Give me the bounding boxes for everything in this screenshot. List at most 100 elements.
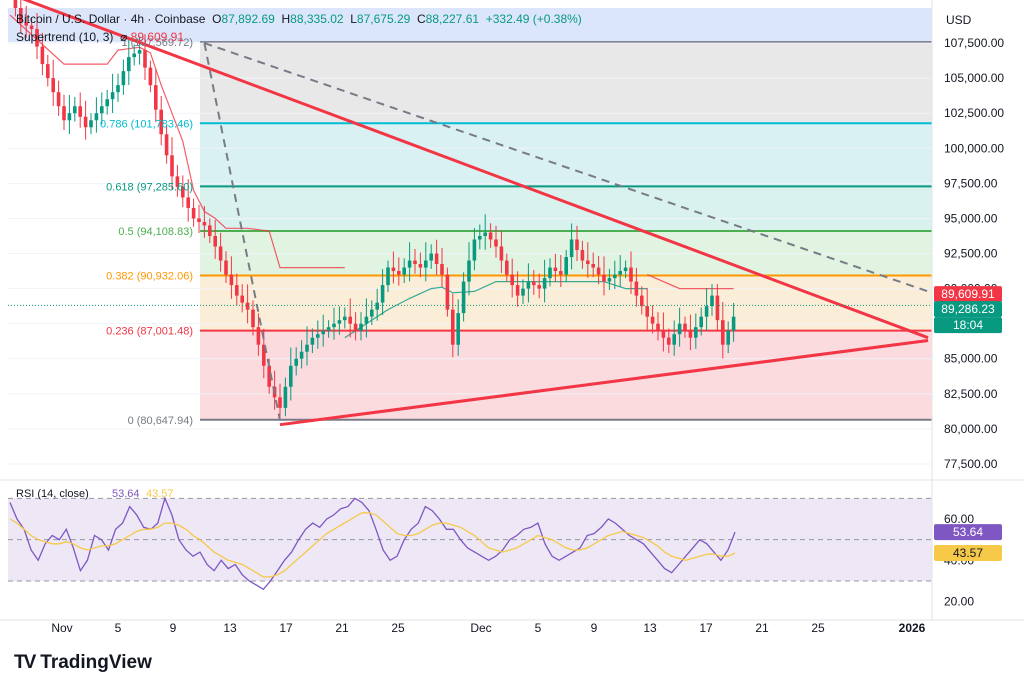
fib-label-1: 1 (107,569.72): [121, 37, 193, 49]
upper-zone: [8, 8, 932, 43]
candle-body: [434, 253, 439, 265]
candle-body: [251, 309, 255, 328]
candle-body: [472, 239, 477, 261]
trendline-descending: [21, 0, 929, 340]
close-value: 88,227.61: [425, 12, 480, 26]
rsi-badge-bg: [934, 524, 1002, 541]
candle-body: [494, 239, 498, 247]
supertrend-indicator: [9, 14, 734, 339]
candle-body: [688, 330, 693, 338]
grid: [8, 42, 932, 465]
candle-body: [245, 302, 250, 310]
symbol-legend[interactable]: Bitcoin / U.S. Dollar · 4h · Coinbase O8…: [16, 12, 582, 26]
countdown-badge: 18:04: [953, 318, 983, 332]
time-tick-label: Nov: [51, 621, 72, 635]
currency-label[interactable]: USD: [946, 13, 972, 27]
candle-body: [731, 316, 736, 331]
fib-zone-0.786: [200, 123, 932, 187]
candle-body: [224, 260, 228, 275]
candle-body: [640, 295, 644, 307]
candle-body: [526, 281, 531, 289]
time-tick-label: 25: [391, 621, 405, 635]
fib-label-0.618: 0.618 (97,285.60): [106, 181, 193, 193]
candle-body: [461, 281, 466, 314]
indicator-legend[interactable]: Supertrend (10, 3) ⌀ 89,609.91: [16, 30, 184, 44]
high-label: H: [281, 12, 291, 26]
candle-body: [359, 323, 363, 331]
candle-body: [94, 113, 99, 121]
price-tick-label: 85,000.00: [944, 352, 998, 366]
candle-body: [629, 267, 633, 282]
candle-body: [127, 57, 131, 72]
candle-body: [353, 323, 358, 331]
fib-zone-0.382: [200, 275, 932, 331]
candle-body: [62, 106, 66, 121]
candle-body: [289, 365, 293, 387]
candle-body: [391, 267, 396, 272]
rsi-ma-badge: 43.57: [953, 546, 983, 560]
candle-series: [13, 0, 736, 419]
candle-body: [380, 285, 385, 303]
candle-body: [46, 64, 50, 79]
candle-body: [175, 176, 180, 187]
fib-retracement[interactable]: [8, 8, 932, 421]
candle-body: [478, 235, 482, 240]
candle-body: [326, 327, 331, 331]
candle-body: [418, 264, 423, 268]
candle-body: [40, 46, 45, 65]
candle-body: [283, 386, 288, 408]
time-tick-label: 21: [755, 621, 769, 635]
candle-body: [553, 267, 558, 272]
candle-body: [375, 302, 379, 310]
open-label: O: [212, 12, 222, 26]
candle-body: [197, 218, 201, 222]
candle-body: [240, 295, 244, 303]
candle-body: [650, 316, 655, 324]
candle-body: [667, 337, 671, 345]
candle-body: [715, 295, 720, 321]
time-axis[interactable]: Nov 5 9 13 17 21 25 Dec 5 9 13 17 21 25 2026: [0, 619, 1024, 635]
fib-zone-1: [200, 42, 932, 124]
trendline-ascending: [279, 339, 929, 427]
candle-body: [154, 85, 158, 110]
candle-body: [208, 225, 212, 236]
fib-label-0.236: 0.236 (87,001.48): [106, 326, 193, 338]
rsi-tick-label: 60.00: [944, 512, 974, 526]
candle-body: [364, 316, 369, 324]
candle-body: [623, 267, 628, 272]
rsi-ma-line: [9, 512, 736, 578]
candle-body: [607, 278, 612, 282]
candle-body: [13, 0, 18, 8]
candle-body: [483, 232, 487, 236]
supertrend-badge: 89,609.91: [941, 287, 995, 301]
candle-body: [116, 85, 120, 93]
candle-body: [24, 22, 28, 26]
fib-label-0: 0 (80,647.94): [128, 415, 193, 427]
open-value: 87,892.69: [221, 12, 275, 26]
time-tick-label: 21: [335, 621, 349, 635]
candle-body: [386, 267, 390, 286]
rsi-ma-value: 43.57: [146, 488, 174, 500]
trend-lines[interactable]: [10, 0, 929, 427]
time-tick-label: 5: [115, 621, 122, 635]
candle-body: [575, 239, 579, 251]
candle-body: [143, 50, 147, 68]
candle-body: [510, 274, 514, 286]
candle-body: [83, 116, 88, 128]
rsi-line: [9, 496, 736, 591]
supertrend-down-line-2: [646, 274, 734, 290]
time-tick-label: 13: [643, 621, 657, 635]
candle-body: [51, 78, 55, 93]
candle-body: [267, 365, 271, 387]
candle-body: [559, 271, 563, 275]
tv-logo-icon: TV: [14, 652, 36, 673]
candle-body: [170, 155, 174, 177]
price-tick-label: 77,500.00: [944, 457, 998, 471]
rsi-pane[interactable]: RSI (14, close) 53.64 43.57: [0, 479, 1024, 591]
candle-body: [321, 330, 325, 335]
candle-body: [159, 109, 163, 135]
candle-body: [110, 92, 115, 100]
candle-body: [305, 344, 309, 352]
